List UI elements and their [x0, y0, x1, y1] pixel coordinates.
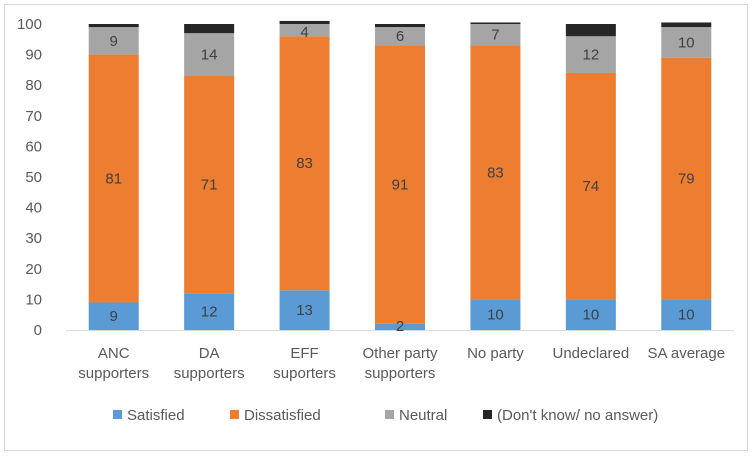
data-label: 83 [487, 164, 504, 181]
bar-segment [470, 22, 521, 24]
data-label: 2 [396, 318, 404, 335]
bar-segment [88, 24, 139, 28]
bar-segment [279, 20, 330, 24]
bar-segment [184, 33, 235, 77]
bar-segment [184, 293, 235, 330]
x-tick-label: DA [199, 345, 220, 362]
bar-segment [279, 24, 330, 37]
y-tick-label: 70 [25, 108, 42, 125]
data-label: 81 [105, 171, 122, 188]
legend-swatch [230, 410, 239, 419]
legend-label: (Don't know/ no answer) [497, 407, 658, 424]
bars [88, 20, 712, 330]
legend-swatch [483, 410, 492, 419]
data-labels: 9 81 9 12 71 14 13 83 4 2 91 6 10 83 7 10 74 12 10 79 10 [105, 24, 694, 335]
data-label: 9 [110, 308, 118, 325]
legend-swatch [385, 410, 394, 419]
bar-segment [279, 290, 330, 330]
bar-segment [375, 24, 425, 28]
y-tick-label: 100 [17, 16, 42, 33]
x-tick-label: supporters [365, 365, 436, 382]
data-label: 12 [201, 304, 218, 321]
legend-label: Dissatisfied [244, 407, 321, 424]
y-tick-label: 90 [25, 47, 42, 64]
data-label: 91 [392, 177, 409, 194]
y-tick-label: 80 [25, 77, 42, 94]
bar-segment [470, 24, 521, 46]
legend-label: Neutral [399, 407, 447, 424]
data-label: 10 [487, 307, 504, 324]
x-tick-label: supporters [78, 365, 149, 382]
y-tick-label: 20 [25, 261, 42, 278]
bar-segment [470, 299, 521, 330]
data-label: 10 [678, 307, 695, 324]
y-tick-label: 0 [34, 322, 42, 339]
data-label: 4 [300, 24, 308, 41]
x-tick-label: supporters [174, 365, 245, 382]
legend-label: Satisfied [127, 407, 185, 424]
x-tick-label: SA average [648, 345, 726, 362]
x-tick-label: EFF [290, 345, 318, 362]
y-tick-label: 60 [25, 138, 42, 155]
bar-segment [661, 57, 712, 300]
bar-segment [375, 323, 425, 330]
data-label: 6 [396, 28, 404, 45]
bar-segment [88, 27, 139, 55]
y-tick-label: 40 [25, 200, 42, 217]
y-tick-label: 30 [25, 230, 42, 247]
data-label: 14 [201, 47, 218, 64]
bar-segment [661, 299, 712, 330]
bar-segment [565, 299, 616, 330]
x-tick-label: suporters [273, 365, 336, 382]
bar-segment [565, 36, 616, 73]
x-tick-label: No party [467, 345, 524, 362]
bar-segment [375, 27, 425, 46]
x-tick-label: ANC [98, 345, 130, 362]
data-label: 79 [678, 171, 695, 188]
bar-segment [184, 24, 235, 34]
legend-swatch [113, 410, 122, 419]
data-label: 74 [583, 178, 600, 195]
x-tick-label: Other party [362, 345, 438, 362]
bar-segment [661, 22, 712, 28]
data-label: 12 [583, 47, 600, 64]
y-tick-label: 10 [25, 291, 42, 308]
bar-segment [184, 76, 235, 294]
bar-segment [565, 72, 616, 300]
axes: 0 10 20 30 40 50 60 70 80 90 100 ANC supporters DA sup… [17, 16, 734, 382]
bar-segment [375, 45, 425, 324]
bar-segment [279, 36, 330, 291]
x-tick-label: Undeclared [552, 345, 629, 362]
data-label: 9 [110, 33, 118, 50]
data-label: 10 [583, 307, 600, 324]
legend: Satisfied Dissatisfied Neutral (Don't know/… [113, 407, 658, 424]
bar-segment [565, 24, 616, 37]
bar-segment [470, 45, 521, 300]
y-tick-label: 50 [25, 169, 42, 186]
data-label: 7 [491, 27, 499, 44]
data-label: 83 [296, 155, 313, 172]
bar-segment [88, 54, 139, 303]
data-label: 10 [678, 34, 695, 51]
bar-segment [661, 27, 712, 58]
data-label: 71 [201, 177, 218, 194]
bar-segment [88, 302, 139, 330]
data-label: 13 [296, 302, 313, 319]
